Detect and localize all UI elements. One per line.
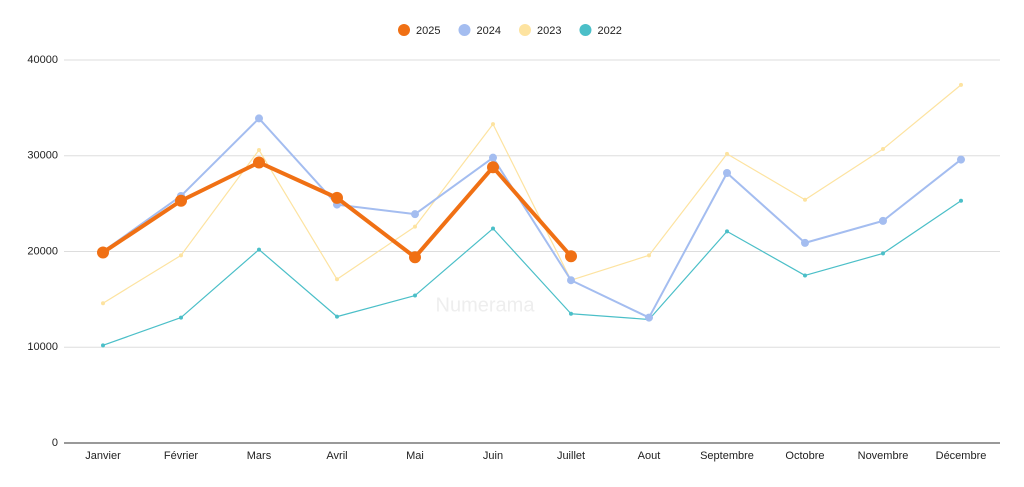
legend-marker — [579, 24, 592, 36]
x-tick-label: Avril — [326, 450, 347, 462]
point — [569, 311, 573, 316]
point — [491, 226, 495, 231]
point — [959, 82, 963, 87]
legend-label: 2022 — [597, 25, 621, 37]
x-tick-label: Février — [164, 450, 199, 462]
y-tick-label: 20000 — [27, 245, 58, 257]
legend-marker — [398, 24, 410, 36]
point — [257, 247, 261, 252]
point — [879, 216, 887, 225]
x-tick-label: Septembre — [700, 450, 754, 462]
point — [487, 161, 499, 174]
point — [723, 168, 731, 177]
series-line — [102, 117, 962, 319]
legend-marker — [458, 24, 471, 36]
point — [101, 343, 105, 348]
point — [255, 114, 263, 123]
point — [331, 191, 343, 204]
x-tick-label: Novembre — [858, 450, 909, 462]
point — [175, 194, 187, 207]
point — [881, 147, 885, 152]
x-tick-label: Mars — [247, 450, 272, 462]
point — [101, 301, 105, 306]
point — [565, 250, 577, 263]
watermark: Numerama — [436, 294, 536, 316]
point — [257, 148, 261, 153]
x-tick-label: Juillet — [557, 450, 585, 462]
y-tick-label: 0 — [52, 437, 58, 449]
y-tick-label: 40000 — [27, 54, 58, 66]
point — [647, 253, 651, 258]
point — [881, 251, 885, 256]
point — [409, 251, 421, 264]
x-tick-label: Octobre — [785, 450, 824, 462]
series-line — [102, 200, 962, 346]
point — [179, 315, 183, 320]
point — [97, 246, 109, 259]
point — [803, 197, 807, 202]
point — [801, 238, 809, 247]
point — [959, 198, 963, 203]
point — [725, 229, 729, 234]
x-tick-label: Mai — [406, 450, 424, 462]
point — [335, 277, 339, 282]
x-tick-label: Aout — [638, 450, 661, 462]
point — [253, 156, 265, 169]
point — [491, 122, 495, 127]
point — [411, 210, 419, 219]
x-tick-label: Juin — [483, 450, 503, 462]
point — [725, 151, 729, 156]
point — [803, 273, 807, 278]
point — [413, 224, 417, 229]
legend-marker — [518, 24, 531, 36]
x-tick-label: Janvier — [85, 450, 121, 462]
legend-label: 2024 — [476, 25, 500, 37]
legend-label: 2025 — [416, 25, 440, 37]
point — [567, 276, 575, 285]
point — [957, 155, 965, 164]
point — [413, 293, 417, 298]
y-tick-label: 10000 — [27, 341, 58, 353]
y-tick-label: 30000 — [27, 150, 58, 162]
legend-label: 2023 — [537, 25, 561, 37]
point — [335, 314, 339, 319]
x-tick-label: Décembre — [936, 450, 987, 462]
series-line — [101, 160, 573, 260]
point — [179, 253, 183, 258]
point — [645, 313, 653, 322]
point — [489, 153, 497, 162]
